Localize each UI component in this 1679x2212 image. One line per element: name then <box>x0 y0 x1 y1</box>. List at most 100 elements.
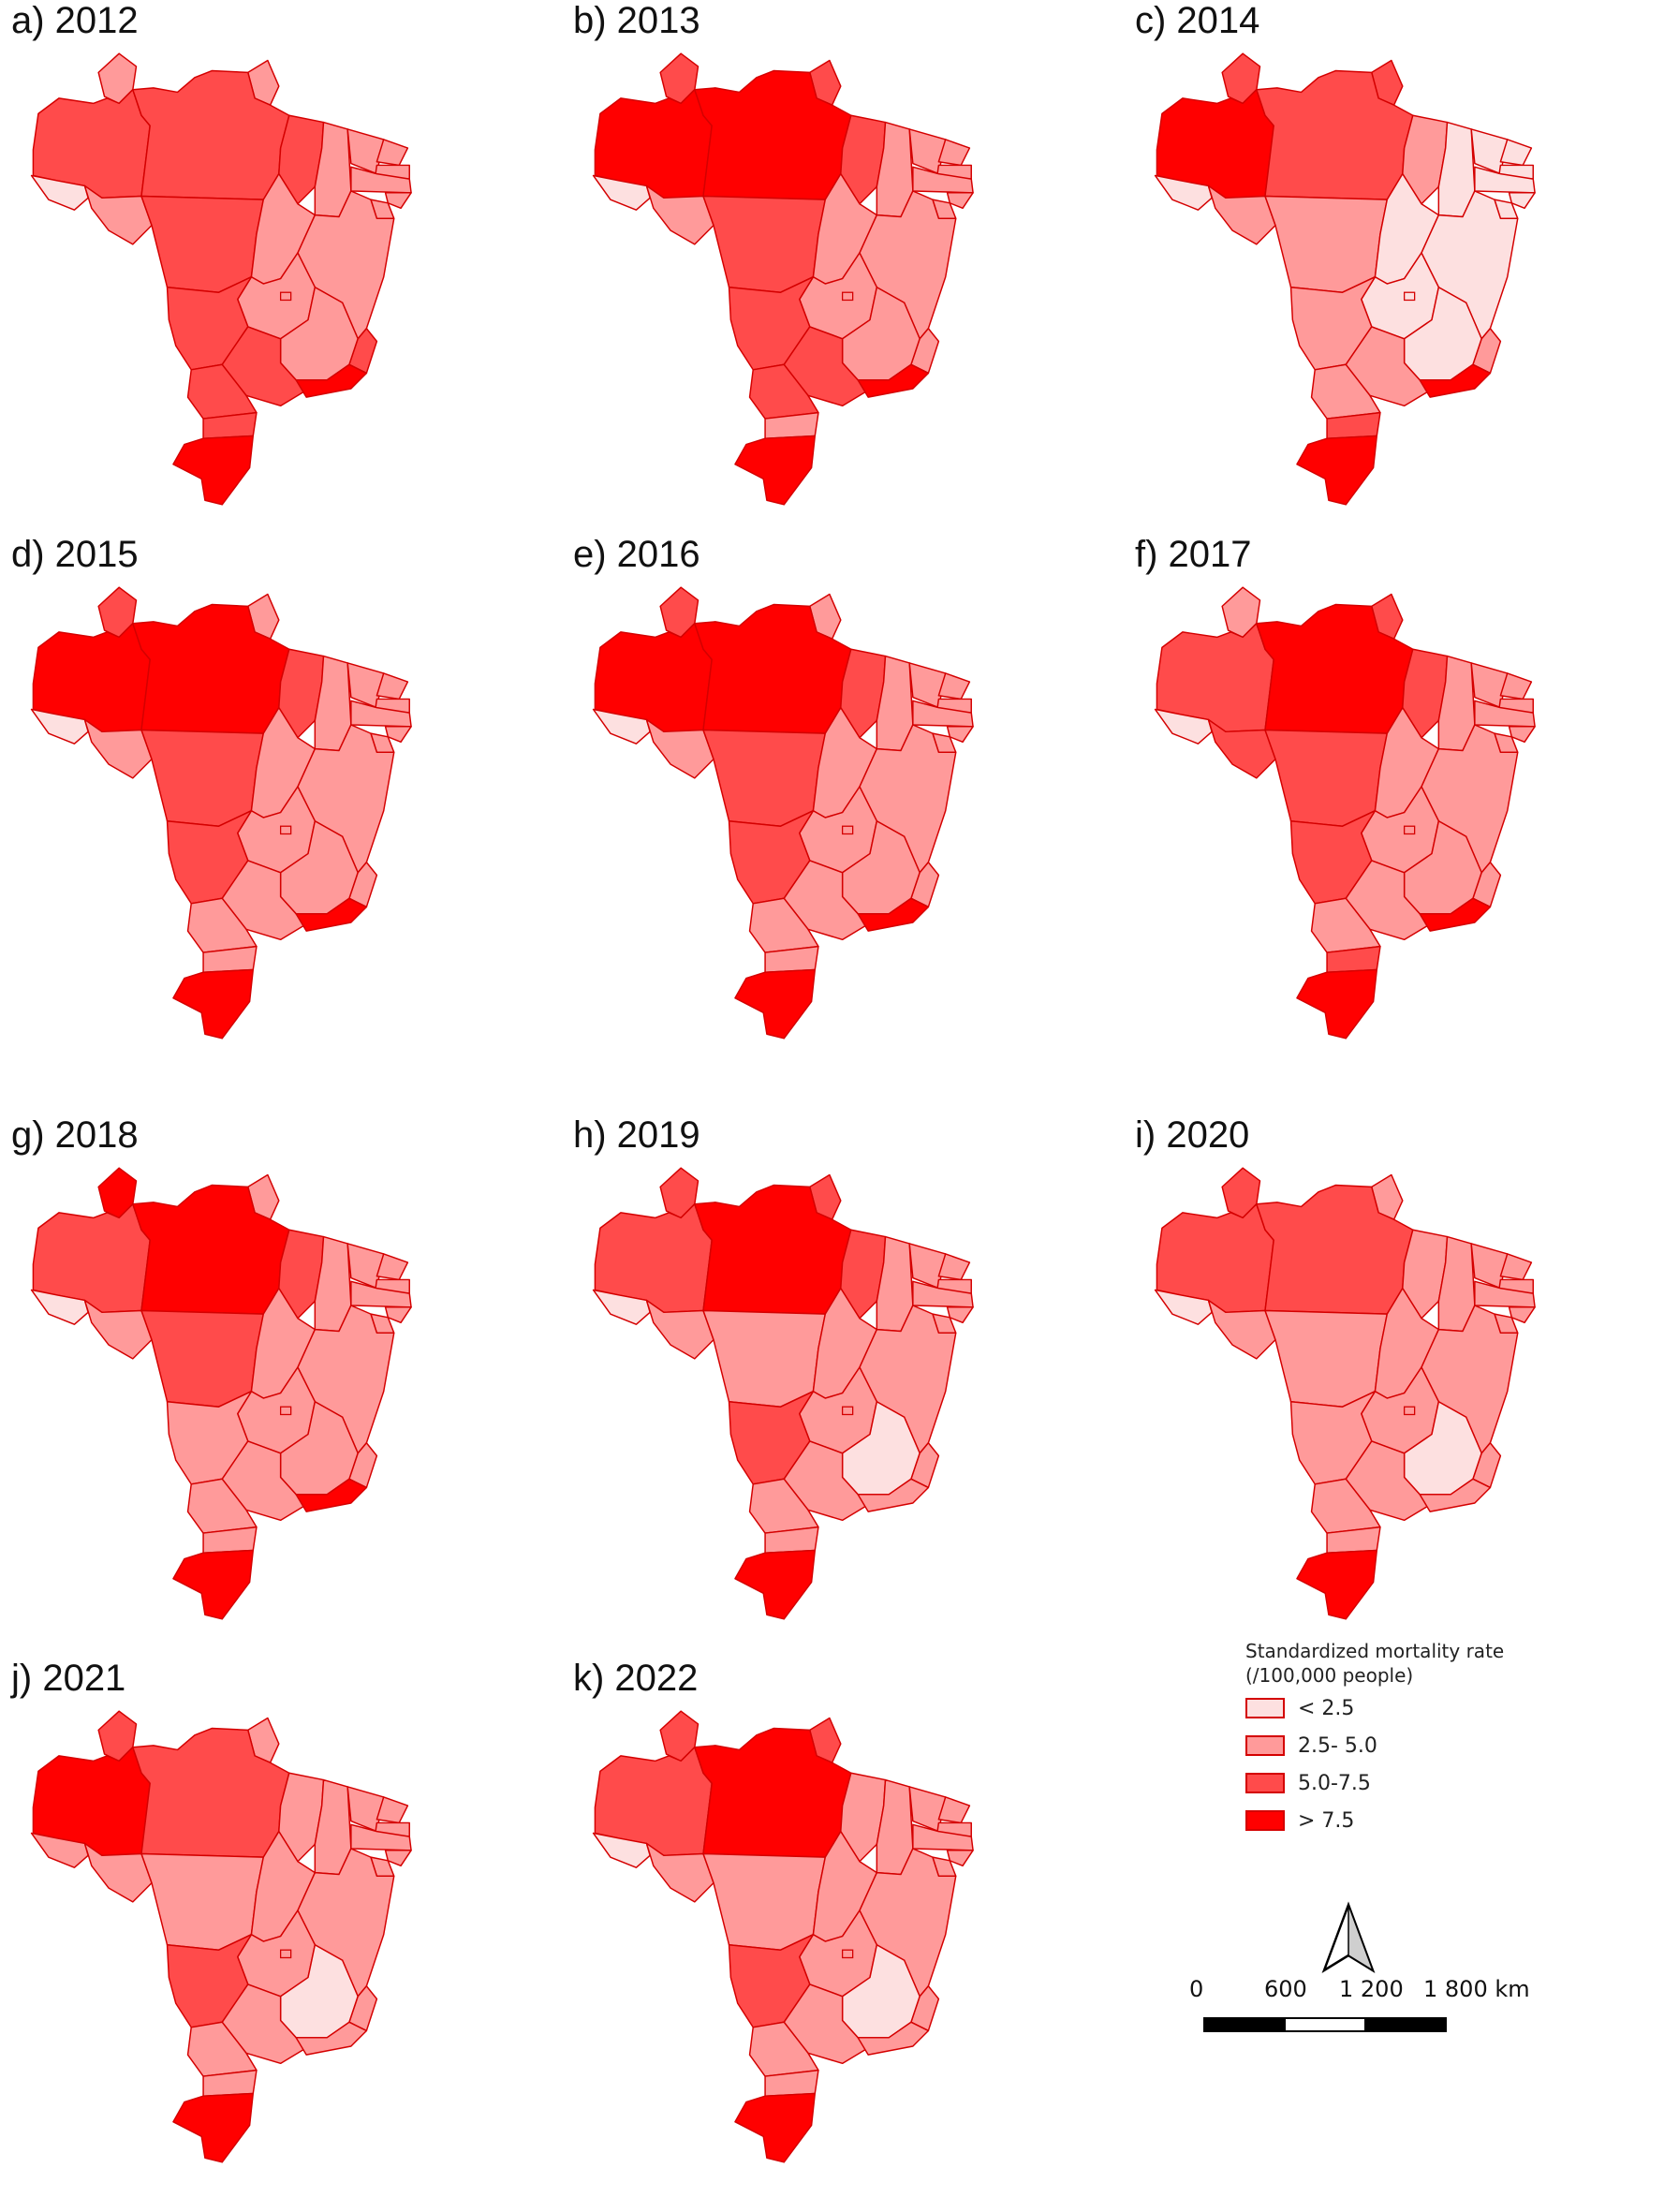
brazil-map <box>30 1167 412 1620</box>
state-rs <box>734 968 817 1040</box>
state-pe <box>350 700 412 728</box>
state-pe <box>1474 1280 1536 1308</box>
state-al <box>946 1306 974 1324</box>
state-al <box>384 1850 412 1867</box>
state-ro <box>83 1299 153 1360</box>
state-rs <box>172 435 255 506</box>
legend-label: > 7.5 <box>1298 1808 1355 1833</box>
map-panel: g) 2018 <box>0 1114 524 1639</box>
map-panel: f) 2017 <box>1124 534 1648 1058</box>
state-al <box>946 726 974 744</box>
state-rj <box>1419 1478 1492 1512</box>
legend-item: > 7.5 <box>1245 1804 1639 1837</box>
state-rj <box>857 897 930 932</box>
state-rj <box>295 1478 368 1512</box>
scale-segment-3 <box>1364 2017 1447 2032</box>
state-es <box>910 862 940 908</box>
state-df <box>841 291 854 302</box>
state-ro <box>645 718 714 779</box>
state-pe <box>912 700 974 728</box>
state-df <box>1403 1406 1416 1416</box>
legend-title: Standardized mortality rate <box>1245 1640 1505 1662</box>
panel-title: j) 2021 <box>11 1658 126 1699</box>
panel-title: f) 2017 <box>1135 534 1252 575</box>
legend-swatch <box>1245 1773 1285 1793</box>
legend-label: < 2.5 <box>1298 1696 1355 1720</box>
brazil-map <box>592 1710 974 2163</box>
state-es <box>910 1985 940 2032</box>
state-rj <box>295 2021 368 2056</box>
map-panel: d) 2015 <box>0 534 524 1058</box>
state-rs <box>172 968 255 1040</box>
map-panel: c) 2014 <box>1124 0 1648 524</box>
scale-label-1200: 1 200 <box>1339 1976 1404 2002</box>
state-rs <box>734 435 817 506</box>
state-mt <box>140 195 265 293</box>
legend-subtitle: (/100,000 people) <box>1245 1664 1414 1687</box>
state-ro <box>83 1842 153 1903</box>
state-al <box>1508 1306 1536 1324</box>
state-mt <box>702 1309 827 1408</box>
state-ro <box>83 184 153 245</box>
scale-label-600: 600 <box>1264 1976 1307 2002</box>
state-mt <box>140 1309 265 1408</box>
legend-label: 5.0-7.5 <box>1298 1771 1371 1795</box>
state-mt <box>140 1852 265 1951</box>
brazil-map <box>30 1710 412 2163</box>
legend-swatch <box>1245 1698 1285 1718</box>
brazil-map <box>1154 52 1536 506</box>
state-ro <box>645 1842 714 1903</box>
state-ro <box>1207 718 1276 779</box>
panel-title: a) 2012 <box>11 0 139 41</box>
state-pe <box>350 1280 412 1308</box>
state-ro <box>645 1299 714 1360</box>
state-mt <box>702 729 827 827</box>
state-rs <box>1296 968 1378 1040</box>
panel-title: d) 2015 <box>11 534 139 575</box>
state-es <box>348 1985 378 2032</box>
brazil-map <box>592 52 974 506</box>
state-ro <box>83 718 153 779</box>
state-pe <box>912 166 974 194</box>
state-al <box>1508 192 1536 210</box>
state-df <box>279 825 292 835</box>
state-rj <box>1419 897 1492 932</box>
state-df <box>279 1406 292 1416</box>
state-ro <box>1207 184 1276 245</box>
state-ro <box>645 184 714 245</box>
brazil-map <box>592 586 974 1040</box>
map-panel: k) 2022 <box>562 1658 1086 2182</box>
state-df <box>1403 825 1416 835</box>
state-rs <box>1296 1549 1378 1620</box>
brazil-map <box>1154 586 1536 1040</box>
legend-item: < 2.5 <box>1245 1691 1639 1725</box>
state-es <box>910 328 940 375</box>
state-pe <box>350 1823 412 1851</box>
state-rs <box>172 2092 255 2163</box>
state-al <box>1508 726 1536 744</box>
state-es <box>348 862 378 908</box>
state-es <box>348 328 378 375</box>
scale-segment-1 <box>1203 2017 1286 2032</box>
map-panel: a) 2012 <box>0 0 524 524</box>
state-df <box>1403 291 1416 302</box>
state-es <box>910 1442 940 1489</box>
panel-title: i) 2020 <box>1135 1114 1250 1156</box>
state-df <box>841 1406 854 1416</box>
state-rs <box>734 2092 817 2163</box>
state-es <box>1472 862 1502 908</box>
state-ro <box>1207 1299 1276 1360</box>
map-panel: i) 2020 <box>1124 1114 1648 1639</box>
state-mt <box>1264 1309 1389 1408</box>
state-df <box>841 825 854 835</box>
state-rs <box>1296 435 1378 506</box>
brazil-map <box>30 52 412 506</box>
state-es <box>1472 328 1502 375</box>
scale-label-0: 0 <box>1189 1976 1204 2002</box>
state-al <box>384 726 412 744</box>
state-mt <box>702 1852 827 1951</box>
state-es <box>1472 1442 1502 1489</box>
state-pe <box>912 1280 974 1308</box>
state-rj <box>857 363 930 398</box>
scale-segment-2 <box>1284 2017 1366 2032</box>
